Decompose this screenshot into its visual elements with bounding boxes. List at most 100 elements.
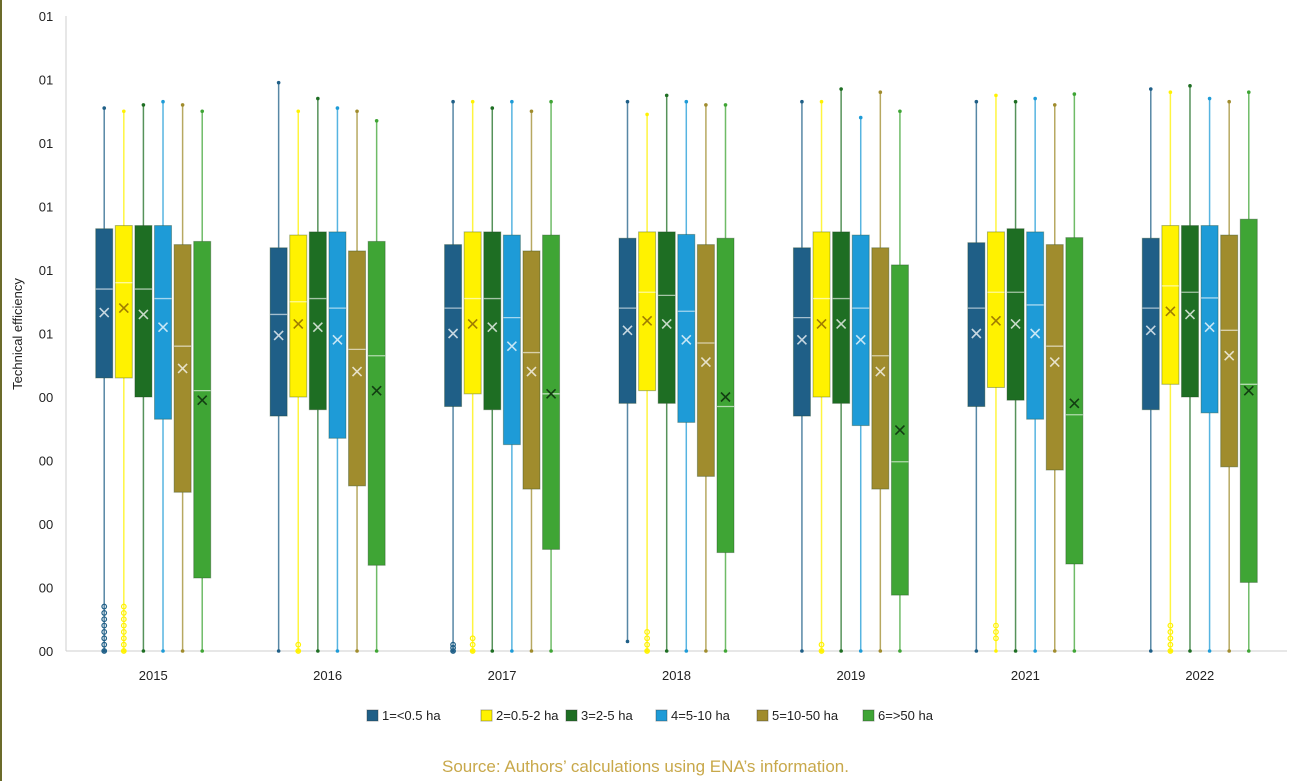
outlier-point <box>101 648 108 654</box>
mean-marker <box>1165 306 1176 317</box>
mean-marker <box>1145 325 1156 336</box>
outlier-point <box>101 629 108 635</box>
box-2017-3 <box>483 106 502 653</box>
iqr-box <box>522 250 541 490</box>
min-cap <box>296 649 301 653</box>
box-2021-6 <box>1065 92 1084 653</box>
outlier-point <box>1167 635 1174 642</box>
max-cap <box>858 115 863 120</box>
iqr-box <box>657 231 676 404</box>
outlier-point <box>1167 641 1174 648</box>
max-cap <box>878 90 883 94</box>
outlier-point <box>450 641 456 648</box>
legend-label: 2=0.5-2 ha <box>496 708 559 723</box>
max-cap <box>704 103 708 107</box>
iqr-box <box>716 237 735 554</box>
box-2018-6 <box>716 103 735 653</box>
iqr-box <box>832 231 851 404</box>
iqr-box <box>696 244 715 477</box>
box-2017-4 <box>502 99 521 653</box>
box-2017-6 <box>542 99 561 653</box>
iqr-box <box>1200 225 1219 414</box>
outlier-point <box>101 622 108 629</box>
legend-item-4: 4=5-10 ha <box>655 708 731 723</box>
legend-swatch <box>655 709 668 722</box>
outlier-point <box>1167 629 1174 635</box>
min-cap <box>549 649 553 653</box>
mean-marker <box>1030 328 1041 339</box>
min-cap <box>316 649 320 653</box>
box-2019-4 <box>851 115 870 653</box>
min-cap <box>878 649 883 653</box>
box-2015-3 <box>134 103 153 653</box>
max-cap <box>510 99 514 104</box>
mean-marker <box>312 322 323 333</box>
max-cap <box>1168 90 1173 94</box>
iqr-box <box>502 234 521 446</box>
x-tick-label: 2021 <box>1011 668 1040 683</box>
min-cap <box>664 649 669 653</box>
y-tick-labels: 00 00 00 00 00 01 01 01 01 01 01 <box>39 9 53 659</box>
mean-marker <box>971 328 982 339</box>
mean-marker <box>661 318 672 330</box>
mean-marker <box>467 318 478 330</box>
box-2019-3 <box>832 87 851 653</box>
outlier-point <box>120 610 127 616</box>
box-2019-5 <box>871 90 890 653</box>
box-2018-5 <box>696 103 715 653</box>
max-cap <box>1188 84 1192 88</box>
y-tick-label: 01 <box>39 136 53 151</box>
mean-marker <box>720 391 731 403</box>
max-cap <box>122 109 126 114</box>
mean-marker <box>273 330 284 341</box>
y-tick-label: 01 <box>39 327 53 342</box>
box-2016-6 <box>367 118 386 653</box>
max-cap <box>1013 99 1018 104</box>
iqr-box <box>289 234 308 398</box>
mean-marker <box>351 366 363 377</box>
outlier-point <box>1167 622 1174 629</box>
min-cap <box>102 649 107 653</box>
outlier-point <box>120 622 127 629</box>
iqr-box <box>851 234 870 427</box>
outlier-point <box>993 622 999 629</box>
iqr-box <box>1045 244 1064 471</box>
max-cap <box>684 99 689 104</box>
max-cap <box>276 80 281 85</box>
legend-item-2: 2=0.5-2 ha <box>480 708 559 723</box>
min-cap <box>1148 649 1153 653</box>
max-cap <box>180 103 185 107</box>
box-2017-1 <box>444 99 463 654</box>
mean-marker <box>1224 350 1235 361</box>
iqr-box <box>638 231 657 392</box>
box-2019-1 <box>792 99 811 653</box>
min-cap <box>704 649 708 653</box>
min-cap <box>1033 649 1037 653</box>
iqr-box <box>1141 237 1160 411</box>
outlier-point <box>101 610 108 616</box>
y-tick-label: 00 <box>39 454 53 469</box>
iqr-box <box>463 231 482 395</box>
min-cap <box>1168 649 1173 653</box>
min-cap <box>858 649 863 653</box>
iqr-box <box>542 234 561 550</box>
mean-marker <box>642 315 653 326</box>
min-cap <box>122 649 126 653</box>
legend-swatch <box>366 709 379 722</box>
outlier-point <box>120 603 127 610</box>
box-2021-4 <box>1026 96 1045 653</box>
y-tick-label: 00 <box>39 581 53 596</box>
legend-label: 1=<0.5 ha <box>382 708 441 723</box>
box-2021-5 <box>1045 103 1064 653</box>
mean-marker <box>990 315 1002 326</box>
mean-marker <box>526 366 537 377</box>
min-cap <box>355 649 359 653</box>
y-tick-label: 00 <box>39 390 53 405</box>
max-cap <box>161 99 165 104</box>
mean-marker <box>836 318 847 330</box>
min-cap <box>1052 649 1057 653</box>
min-cap <box>276 649 281 653</box>
min-cap <box>974 649 979 653</box>
legend-swatch <box>565 709 578 722</box>
